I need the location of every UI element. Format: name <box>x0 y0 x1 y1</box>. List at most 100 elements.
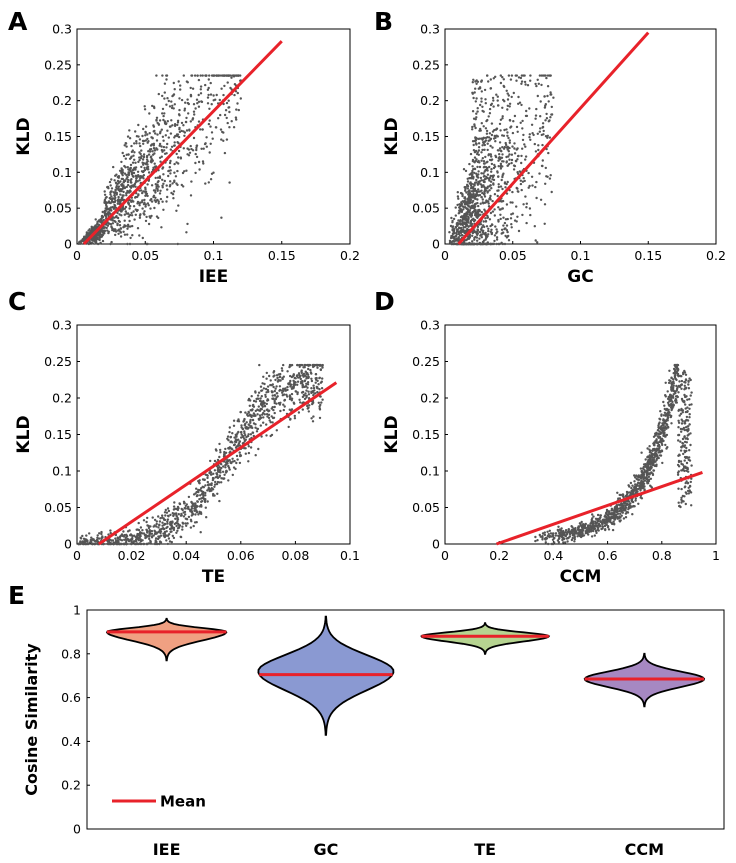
data-point <box>495 134 498 137</box>
data-point <box>92 228 96 231</box>
data-point <box>490 133 494 137</box>
data-point <box>454 214 457 217</box>
data-point <box>157 200 160 203</box>
data-point <box>247 451 251 455</box>
data-point <box>271 416 275 420</box>
data-point <box>135 538 138 541</box>
data-point <box>228 181 231 184</box>
data-point <box>259 385 263 388</box>
data-point <box>191 503 195 506</box>
data-point <box>677 409 680 412</box>
data-point <box>177 149 181 153</box>
data-point <box>495 238 499 241</box>
data-point <box>539 198 543 201</box>
data-point <box>98 532 101 535</box>
data-point <box>201 160 205 163</box>
data-point <box>554 532 558 535</box>
data-point <box>174 517 177 520</box>
data-point <box>249 426 252 429</box>
data-point <box>618 515 621 518</box>
data-point <box>115 191 119 195</box>
data-point <box>128 219 131 223</box>
data-point <box>557 525 560 528</box>
data-point <box>145 242 148 246</box>
data-point <box>220 481 223 484</box>
data-point <box>249 433 253 436</box>
data-point <box>486 118 489 122</box>
data-point <box>157 530 161 533</box>
data-point <box>317 401 320 404</box>
data-point <box>240 436 243 439</box>
data-point <box>246 414 250 417</box>
data-point <box>267 413 271 416</box>
data-point <box>141 199 144 202</box>
data-point <box>510 226 513 229</box>
data-point <box>146 133 149 136</box>
data-point <box>175 152 178 156</box>
data-point <box>292 379 295 382</box>
data-point <box>99 220 102 224</box>
data-point <box>101 535 104 538</box>
data-point <box>491 175 495 179</box>
data-point <box>519 179 522 182</box>
data-point <box>476 228 479 231</box>
data-point <box>660 449 664 452</box>
data-point <box>318 407 321 410</box>
data-point <box>498 153 501 156</box>
data-point <box>100 537 103 541</box>
data-point <box>507 150 510 153</box>
data-point <box>487 80 490 83</box>
data-point <box>222 93 225 97</box>
data-point <box>161 166 165 169</box>
data-point <box>226 81 229 84</box>
data-point <box>232 419 236 422</box>
data-point <box>120 184 123 187</box>
data-point <box>140 149 143 152</box>
data-point <box>126 233 129 236</box>
data-point <box>236 458 239 461</box>
data-point <box>141 207 144 210</box>
data-point <box>209 459 212 463</box>
data-point <box>573 540 576 543</box>
x-tick-label: 0.06 <box>227 548 255 563</box>
data-point <box>497 185 500 189</box>
data-point <box>488 218 492 221</box>
data-point <box>521 127 524 130</box>
data-point <box>301 383 304 387</box>
data-point <box>498 141 502 144</box>
data-point <box>520 74 524 77</box>
data-point <box>286 395 289 398</box>
data-point <box>312 394 315 397</box>
data-point <box>501 76 504 79</box>
data-point <box>596 528 599 531</box>
data-point <box>99 241 102 245</box>
data-point <box>103 198 107 201</box>
data-point <box>490 223 494 226</box>
data-point <box>167 509 171 513</box>
data-point <box>200 497 203 500</box>
data-point <box>470 214 474 217</box>
data-point <box>121 188 124 191</box>
data-point <box>499 185 503 188</box>
data-point <box>148 530 152 534</box>
data-point <box>207 93 210 97</box>
data-point <box>129 204 132 208</box>
data-point <box>161 74 164 77</box>
data-point <box>185 518 189 521</box>
data-point <box>499 81 503 85</box>
data-point <box>137 123 140 127</box>
data-point <box>306 363 310 367</box>
data-point <box>137 539 141 542</box>
data-point <box>525 202 528 205</box>
data-point <box>480 97 483 100</box>
data-point <box>150 200 154 203</box>
data-point <box>195 144 198 148</box>
data-point <box>513 152 517 155</box>
data-point <box>450 216 453 220</box>
data-point <box>480 100 483 103</box>
data-point <box>636 478 639 481</box>
x-tick-label: 0.1 <box>571 248 591 263</box>
data-point <box>475 116 478 119</box>
data-point <box>94 240 98 243</box>
data-point <box>160 155 163 158</box>
